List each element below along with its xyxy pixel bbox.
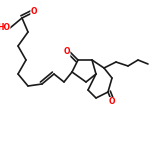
Text: O: O xyxy=(109,98,115,106)
Text: HO: HO xyxy=(0,24,10,33)
Text: O: O xyxy=(31,8,37,16)
Text: O: O xyxy=(63,48,70,57)
